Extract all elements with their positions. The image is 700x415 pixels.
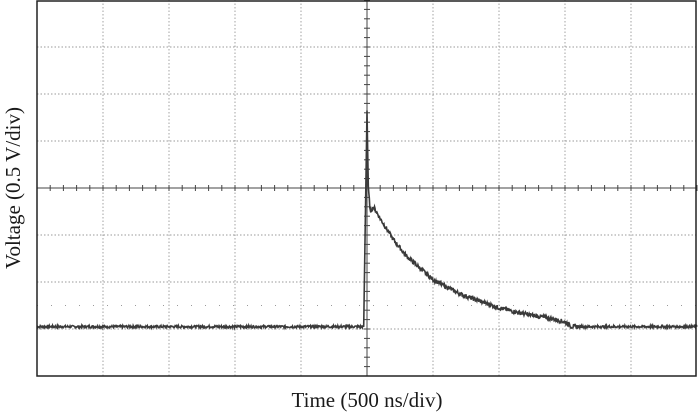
y-axis-label: Voltage (0.5 V/div) xyxy=(1,107,25,269)
center-axis-ticks xyxy=(36,0,698,377)
voltage-trace xyxy=(36,110,698,331)
plot-frame xyxy=(36,0,697,377)
x-axis-label: Time (500 ns/div) xyxy=(292,388,443,412)
